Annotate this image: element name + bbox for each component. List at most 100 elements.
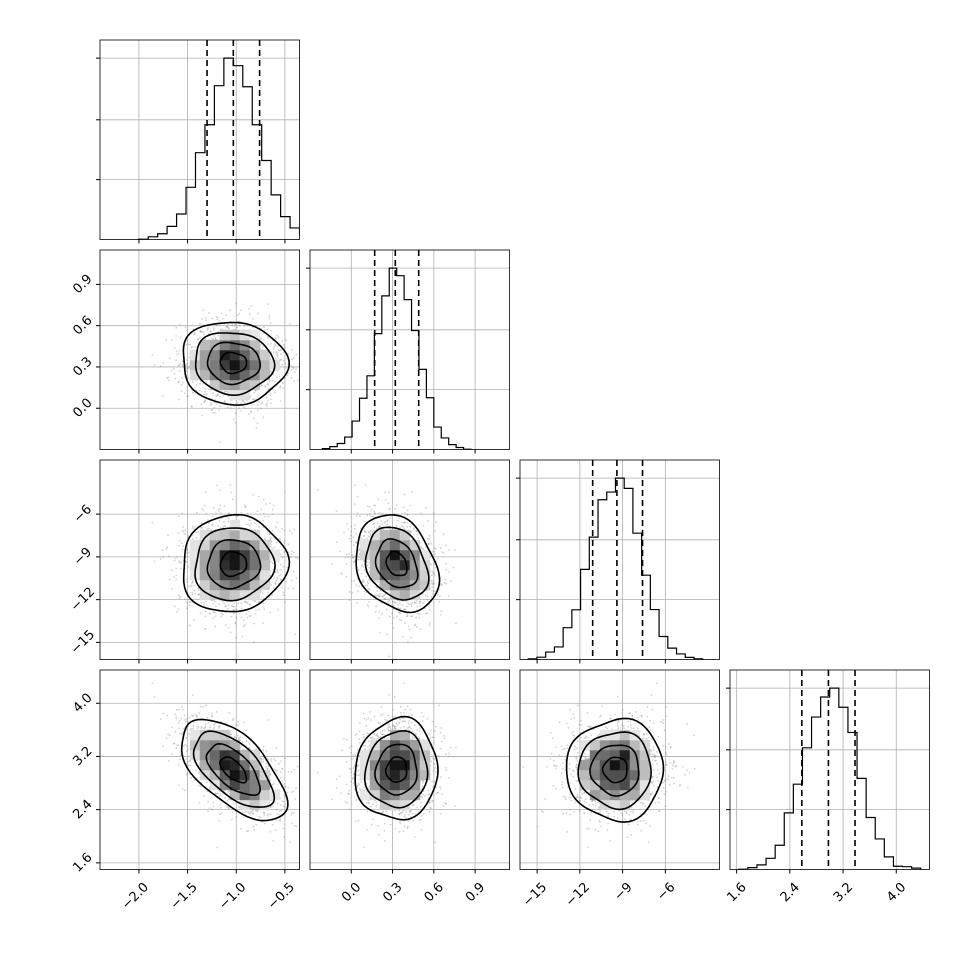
point <box>362 535 365 537</box>
point <box>369 579 371 582</box>
point <box>398 611 401 614</box>
point <box>201 507 204 510</box>
point <box>348 591 351 593</box>
point <box>195 536 198 539</box>
point <box>410 530 412 533</box>
density-cell <box>239 549 251 561</box>
point <box>296 557 299 560</box>
point <box>284 362 287 365</box>
density-cell <box>419 569 431 581</box>
density-cell <box>259 369 271 381</box>
point <box>452 566 455 569</box>
point <box>424 607 427 610</box>
point <box>249 615 251 618</box>
point <box>406 513 409 516</box>
point <box>294 371 296 373</box>
point <box>275 579 278 582</box>
point <box>257 400 260 403</box>
point <box>259 344 262 346</box>
point <box>233 612 236 615</box>
point <box>378 525 381 528</box>
point <box>214 611 216 614</box>
point <box>192 715 194 717</box>
point <box>236 515 239 517</box>
density-cell <box>219 579 231 591</box>
point <box>263 608 266 611</box>
point <box>282 805 285 808</box>
point <box>197 593 200 596</box>
point <box>250 305 253 307</box>
point <box>345 554 348 556</box>
point <box>360 572 363 575</box>
point <box>238 324 241 327</box>
point <box>433 562 436 565</box>
point <box>191 537 194 540</box>
point <box>250 810 253 813</box>
point <box>366 564 369 567</box>
density-cell <box>219 359 231 371</box>
point <box>239 746 242 749</box>
point <box>400 525 403 527</box>
point <box>260 596 263 599</box>
point <box>207 527 210 530</box>
point <box>387 601 390 603</box>
density-cell <box>379 549 391 561</box>
point <box>195 715 198 718</box>
point <box>276 354 279 357</box>
point <box>178 597 181 600</box>
point <box>411 490 413 493</box>
point <box>281 527 284 530</box>
density-cell <box>239 379 251 391</box>
point <box>442 533 445 536</box>
point <box>290 368 293 371</box>
point <box>247 610 250 613</box>
point <box>421 602 424 604</box>
point <box>409 504 412 507</box>
point <box>205 600 208 603</box>
point <box>262 519 265 522</box>
point <box>279 760 282 763</box>
point <box>244 505 247 508</box>
point <box>350 540 353 543</box>
density-cell <box>369 529 381 541</box>
point <box>330 563 333 566</box>
point <box>286 566 289 569</box>
point <box>269 537 272 540</box>
point <box>357 558 360 561</box>
point <box>191 581 194 583</box>
point <box>429 621 431 624</box>
point <box>224 605 227 608</box>
point <box>355 515 358 517</box>
point <box>278 574 281 577</box>
point <box>341 572 343 575</box>
point <box>350 530 353 533</box>
point <box>406 605 408 608</box>
point <box>202 331 205 334</box>
point <box>208 725 211 728</box>
point <box>205 512 208 515</box>
point <box>182 526 184 528</box>
point <box>379 631 381 634</box>
point <box>431 580 434 583</box>
point <box>235 736 238 739</box>
point <box>186 607 188 610</box>
point <box>272 587 275 590</box>
point <box>448 549 451 552</box>
point <box>417 537 420 539</box>
point <box>211 524 213 527</box>
point <box>406 526 409 528</box>
point <box>358 548 361 551</box>
point <box>219 440 221 443</box>
point <box>253 417 255 420</box>
point <box>204 400 207 402</box>
point <box>204 388 207 390</box>
point <box>260 337 263 340</box>
point <box>422 524 425 527</box>
point <box>244 407 247 410</box>
point <box>283 529 286 531</box>
point <box>271 508 274 511</box>
point <box>285 339 287 341</box>
contour-3 <box>385 550 408 577</box>
point <box>250 737 253 739</box>
point <box>203 393 205 396</box>
